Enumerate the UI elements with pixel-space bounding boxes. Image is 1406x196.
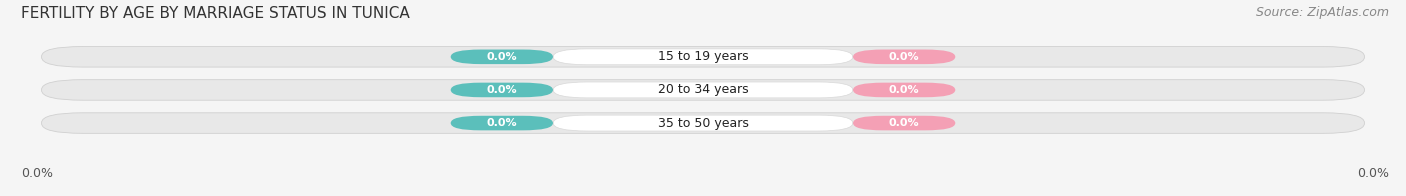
Text: 0.0%: 0.0%: [21, 167, 53, 180]
Text: 0.0%: 0.0%: [486, 118, 517, 128]
FancyBboxPatch shape: [451, 50, 553, 64]
FancyBboxPatch shape: [853, 116, 955, 130]
Text: FERTILITY BY AGE BY MARRIAGE STATUS IN TUNICA: FERTILITY BY AGE BY MARRIAGE STATUS IN T…: [21, 6, 409, 21]
Text: 0.0%: 0.0%: [889, 118, 920, 128]
Text: 0.0%: 0.0%: [889, 85, 920, 95]
FancyBboxPatch shape: [553, 49, 853, 65]
FancyBboxPatch shape: [853, 83, 955, 97]
FancyBboxPatch shape: [451, 83, 553, 97]
Text: 0.0%: 0.0%: [486, 52, 517, 62]
Text: 35 to 50 years: 35 to 50 years: [658, 117, 748, 130]
Text: 15 to 19 years: 15 to 19 years: [658, 50, 748, 63]
FancyBboxPatch shape: [853, 50, 955, 64]
Text: Source: ZipAtlas.com: Source: ZipAtlas.com: [1256, 6, 1389, 19]
Text: 0.0%: 0.0%: [889, 52, 920, 62]
Text: 0.0%: 0.0%: [486, 85, 517, 95]
Text: 20 to 34 years: 20 to 34 years: [658, 83, 748, 96]
FancyBboxPatch shape: [451, 116, 553, 130]
FancyBboxPatch shape: [42, 113, 1364, 133]
Text: 0.0%: 0.0%: [1357, 167, 1389, 180]
FancyBboxPatch shape: [42, 46, 1364, 67]
FancyBboxPatch shape: [42, 80, 1364, 100]
FancyBboxPatch shape: [553, 82, 853, 98]
FancyBboxPatch shape: [553, 115, 853, 131]
